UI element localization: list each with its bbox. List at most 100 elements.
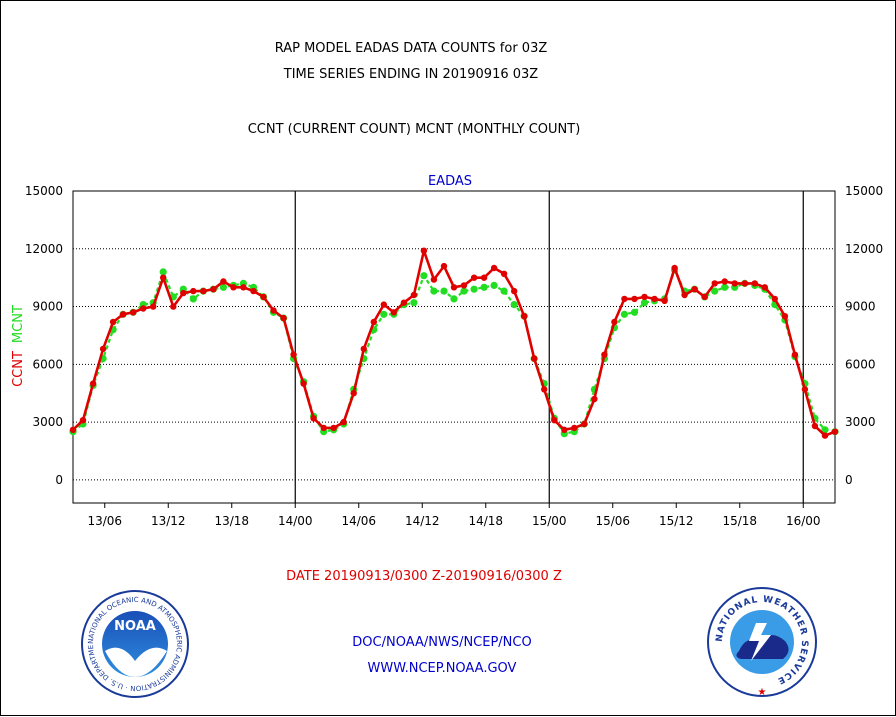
x-tick-label: 14/06 <box>341 514 376 528</box>
series-line-ccnt <box>72 249 836 437</box>
data-point-ccnt <box>180 289 187 297</box>
data-point-ccnt <box>370 318 377 326</box>
data-point-ccnt <box>671 264 678 272</box>
data-point-ccnt <box>601 351 608 358</box>
data-point-mcnt <box>640 299 649 307</box>
data-point-ccnt <box>420 247 428 254</box>
y-axis-label: CCNT MCNT <box>11 305 26 387</box>
data-point-mcnt <box>219 283 227 291</box>
org-line: DOC/NOAA/NWS/NCEP/NCO <box>352 635 531 650</box>
data-point-ccnt <box>781 313 789 320</box>
data-point-ccnt <box>340 418 347 426</box>
y-tick-label-left: 9000 <box>32 300 63 314</box>
data-point-ccnt <box>791 351 799 358</box>
y-tick-label-left: 15000 <box>25 184 63 198</box>
data-point-ccnt <box>200 287 207 295</box>
x-tick-label: 15/06 <box>595 514 630 528</box>
data-point-ccnt <box>511 287 518 295</box>
data-point-mcnt <box>620 310 629 318</box>
data-point-mcnt <box>450 295 458 303</box>
data-point-ccnt <box>490 264 498 272</box>
data-point-ccnt <box>661 297 668 304</box>
x-tick-label: 15/18 <box>722 514 757 528</box>
data-point-ccnt <box>470 274 478 281</box>
data-point-ccnt <box>761 284 768 291</box>
data-point-ccnt <box>531 355 538 362</box>
data-point-ccnt <box>521 313 528 320</box>
data-point-ccnt <box>500 270 508 277</box>
data-point-ccnt <box>270 307 277 314</box>
data-point-mcnt <box>430 287 438 295</box>
y-ticks: 0 0 3000 3000 6000 6000 9000 9000 12000 12000 1500… <box>25 184 883 487</box>
data-point-ccnt <box>109 318 117 326</box>
x-tick-label: 15/12 <box>659 514 694 528</box>
series-line-mcnt <box>72 268 836 435</box>
y-tick-label-right: 9000 <box>845 300 876 314</box>
noaa-ring-text: NATIONAL OCEANIC AND ATMOSPHERIC ADMINIS… <box>1 1 183 692</box>
data-point-ccnt <box>150 303 157 310</box>
y-tick-label-left: 0 <box>55 473 63 487</box>
series-ccnt <box>69 247 839 439</box>
data-point-ccnt <box>581 420 588 428</box>
series-group <box>69 247 839 439</box>
data-point-mcnt <box>630 308 639 316</box>
data-point-ccnt <box>631 295 638 303</box>
data-point-mcnt <box>711 287 719 295</box>
y-axis-label-mcnt: MCNT <box>11 305 26 343</box>
y-tick-label-right: 12000 <box>845 242 883 256</box>
data-point-ccnt <box>290 351 297 358</box>
data-point-ccnt <box>210 286 217 293</box>
data-point-ccnt <box>701 293 708 301</box>
data-point-mcnt <box>721 283 729 291</box>
x-tick-label: 13/12 <box>151 514 186 528</box>
data-point-ccnt <box>541 386 548 393</box>
data-point-mcnt <box>821 426 829 434</box>
data-point-ccnt <box>170 303 177 310</box>
data-point-mcnt <box>500 287 508 295</box>
data-point-mcnt <box>510 301 518 309</box>
data-point-ccnt <box>310 415 317 422</box>
data-point-ccnt <box>621 295 628 303</box>
ncep-url-link[interactable]: WWW.NCEP.NOAA.GOV <box>368 661 517 676</box>
y-tick-label-right: 15000 <box>845 184 883 198</box>
data-point-ccnt <box>300 380 307 387</box>
x-tick-label: 16/00 <box>786 514 821 528</box>
chart-title-line1: RAP MODEL EADAS DATA COUNTS for 03Z <box>275 41 548 56</box>
data-point-ccnt <box>681 291 688 299</box>
data-point-ccnt <box>240 284 247 291</box>
data-point-ccnt <box>821 432 829 439</box>
chart-title-line2: TIME SERIES ENDING IN 20190916 03Z <box>283 67 539 82</box>
data-point-ccnt <box>140 305 147 312</box>
data-point-ccnt <box>130 309 137 316</box>
x-tick-label: 13/06 <box>87 514 122 528</box>
nws-logo: NATIONAL WEATHER SERVICE ★ <box>707 587 817 698</box>
data-point-ccnt <box>350 390 357 397</box>
data-point-mcnt <box>420 272 428 280</box>
data-point-ccnt <box>330 424 337 432</box>
y-tick-label-left: 6000 <box>32 357 63 371</box>
data-point-ccnt <box>400 299 408 306</box>
data-point-ccnt <box>741 280 748 287</box>
y-tick-label-left: 12000 <box>25 242 63 256</box>
y-axis-label-ccnt: CCNT <box>11 351 26 387</box>
y-tick-label-right: 3000 <box>845 415 876 429</box>
data-point-ccnt <box>410 291 418 299</box>
data-point-ccnt <box>721 278 728 285</box>
data-point-mcnt <box>440 287 448 295</box>
data-point-ccnt <box>480 274 488 281</box>
data-point-ccnt <box>320 424 327 432</box>
grid-lines <box>73 248 835 481</box>
data-point-ccnt <box>591 395 598 403</box>
plot-title: EADAS <box>428 174 472 189</box>
data-point-mcnt <box>189 295 197 303</box>
data-point-ccnt <box>99 345 107 353</box>
data-point-ccnt <box>561 426 568 433</box>
data-point-ccnt <box>691 286 698 293</box>
y-tick-label-right: 0 <box>845 473 853 487</box>
data-point-ccnt <box>390 309 397 316</box>
data-point-ccnt <box>89 380 97 387</box>
date-range: DATE 20190913/0300 Z-20190916/0300 Z <box>286 569 562 584</box>
data-point-ccnt <box>450 284 458 291</box>
data-point-ccnt <box>69 426 77 433</box>
data-point-ccnt <box>460 282 468 289</box>
